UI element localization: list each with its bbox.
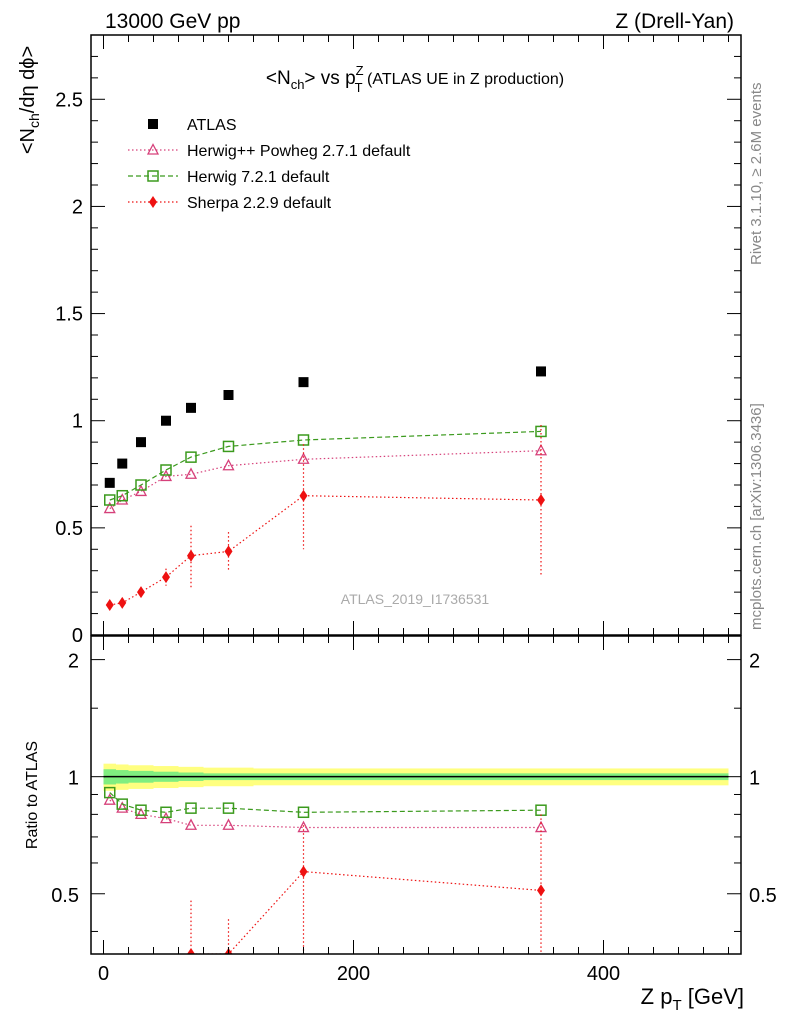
ratio-herwig-7-2-1-default-point xyxy=(297,806,310,819)
main-herwig-7-2-1-default-point xyxy=(116,489,128,502)
main-atlas-point xyxy=(186,402,196,413)
main-atlas-point xyxy=(298,377,309,388)
rivet-label: Rivet 3.1.10, ≥ 2.6M events xyxy=(748,83,765,266)
y-tick-label: 0 xyxy=(72,625,83,647)
legend-herwig-powheg-2-7-1-default-marker xyxy=(146,143,160,155)
main-herwig-7-2-1-default-point xyxy=(104,494,116,506)
header-right: Z (Drell-Yan) xyxy=(615,10,734,33)
chart-title: <Nch> vs pZ T (ATLAS UE in Z production) xyxy=(266,63,564,95)
legend-herwig-powheg-2-7-1-default-label: Herwig++ Powheg 2.7.1 default xyxy=(187,143,411,160)
main-sherpa-2-2-9-default-line xyxy=(109,495,542,606)
ratio-herwig-7-2-1-default-point xyxy=(104,786,116,799)
ratio-y-tick-label-right: 2 xyxy=(749,651,760,673)
main-herwig-powheg-2-7-1-default-point xyxy=(297,452,310,464)
ratio-y-tick-label: 1 xyxy=(68,768,79,790)
ratio-sherpa-2-2-9-default-point xyxy=(187,948,195,954)
x-tick-label: 0 xyxy=(98,963,109,985)
y-tick-label: 2 xyxy=(72,196,83,218)
main-sherpa-2-2-9-default-point xyxy=(187,549,195,562)
main-sherpa-2-2-9-default-point xyxy=(224,545,233,558)
main-herwig-7-2-1-default-line xyxy=(109,430,542,501)
legend: ATLAS Herwig++ Powheg 2.7.1 default Herwig… xyxy=(128,117,411,212)
ratio-herwig-powheg-2-7-1-default-point xyxy=(297,820,310,833)
ratio-frame xyxy=(90,635,742,955)
main-ylabel: <Nch/dη dϕ> xyxy=(17,46,42,154)
main-herwig-7-2-1-default-point xyxy=(222,440,235,453)
main-herwig-powheg-2-7-1-default-point xyxy=(222,458,235,471)
main-sherpa-2-2-9-default-point xyxy=(137,586,145,599)
main-sherpa-2-2-9-default-point xyxy=(162,571,170,584)
ratio-y-tick-label-right: 0.5 xyxy=(749,885,777,907)
main-herwig-powheg-2-7-1-default-point xyxy=(184,467,198,479)
main-atlas-point xyxy=(117,458,128,469)
legend-sherpa-2-2-9-default-label: Sherpa 2.2.9 default xyxy=(187,195,332,212)
ratio-herwig-powheg-2-7-1-default-line xyxy=(109,799,541,829)
ratio-herwig-7-2-1-default-point xyxy=(160,806,172,819)
ratio-panel: 0.5 0.5 1 1 2 2 0 200 400 xyxy=(51,635,777,985)
ratio-herwig-powheg-2-7-1-default-point xyxy=(134,807,148,820)
main-sherpa-2-2-9-default-point xyxy=(537,494,545,506)
main-atlas-point xyxy=(536,366,546,377)
ratio-ylabel: Ratio to ATLAS xyxy=(24,741,41,849)
ratio-herwig-7-2-1-default-line xyxy=(109,792,542,813)
ratio-herwig-7-2-1-default-point xyxy=(116,798,128,810)
ratio-sherpa-2-2-9-default-line xyxy=(190,870,542,954)
ratio-herwig-powheg-2-7-1-default-point xyxy=(116,801,129,813)
legend-atlas-label: ATLAS xyxy=(187,117,237,134)
ratio-sherpa-2-2-9-default-point xyxy=(299,865,308,878)
main-atlas-point xyxy=(161,415,171,426)
analysis-watermark: ATLAS_2019_I1736531 xyxy=(341,591,490,607)
main-panel: 0 0.5 1 1.5 2 2.5 xyxy=(55,34,742,647)
main-herwig-7-2-1-default-point xyxy=(135,479,147,491)
y-tick-label: 2.5 xyxy=(55,89,83,111)
ratio-y-tick-label: 0.5 xyxy=(51,885,79,907)
main-herwig-powheg-2-7-1-default-point xyxy=(534,443,548,456)
main-sherpa-2-2-9-default-point xyxy=(105,599,114,611)
ratio-herwig-powheg-2-7-1-default-point xyxy=(184,818,198,830)
ratio-herwig-powheg-2-7-1-default-point xyxy=(103,793,116,805)
main-atlas-point xyxy=(223,390,234,400)
main-herwig-7-2-1-default-point xyxy=(160,464,172,476)
x-axis-label: Z pT [GeV] xyxy=(641,984,744,1014)
ratio-herwig-powheg-2-7-1-default-point xyxy=(222,818,235,830)
legend-sherpa-2-2-9-default-marker xyxy=(149,196,157,208)
x-tick-label: 400 xyxy=(587,963,620,985)
x-tick-label: 200 xyxy=(337,963,370,985)
legend-herwig-7-2-1-default-label: Herwig 7.2.1 default xyxy=(187,169,330,186)
ratio-herwig-7-2-1-default-point xyxy=(222,802,235,814)
y-tick-label: 1 xyxy=(72,411,83,433)
legend-atlas-marker xyxy=(148,119,158,129)
legend-herwig-7-2-1-default-marker xyxy=(147,170,159,182)
main-herwig-powheg-2-7-1-default-point xyxy=(103,501,116,514)
header-left: 13000 GeV pp xyxy=(105,10,240,33)
mcplots-label: mcplots.cern.ch [arXiv:1306.3436] xyxy=(748,403,765,630)
ratio-herwig-7-2-1-default-point xyxy=(135,804,147,816)
main-atlas-point xyxy=(104,477,115,488)
ratio-y-tick-label: 2 xyxy=(68,651,79,673)
main-sherpa-2-2-9-default-point xyxy=(299,489,308,502)
ratio-y-tick-label-right: 1 xyxy=(749,768,760,790)
y-tick-label: 0.5 xyxy=(55,518,83,540)
main-atlas-point xyxy=(136,437,146,448)
main-herwig-powheg-2-7-1-default-point xyxy=(116,493,129,505)
main-herwig-powheg-2-7-1-default-line xyxy=(109,450,542,510)
main-sherpa-2-2-9-default-point xyxy=(118,596,127,609)
main-herwig-7-2-1-default-point xyxy=(185,451,197,463)
y-tick-label: 1.5 xyxy=(55,304,83,326)
ratio-sherpa-2-2-9-default-point xyxy=(537,884,545,897)
ratio-herwig-7-2-1-default-point xyxy=(185,802,197,814)
